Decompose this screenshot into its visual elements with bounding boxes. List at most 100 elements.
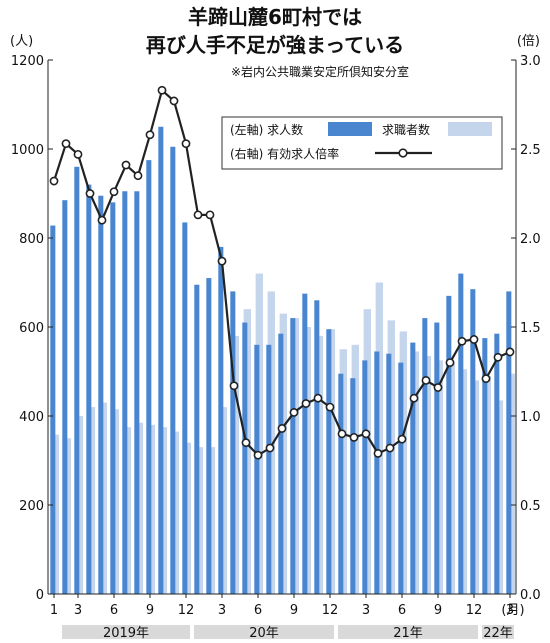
ratio-point	[217, 256, 227, 266]
left-axis-ticks: 0 200 400 600 800 1000 1200	[11, 54, 53, 603]
ratio-point	[373, 448, 383, 458]
job-offers-bar	[398, 362, 404, 594]
job-offers-bar	[50, 225, 56, 595]
job-offers-bar	[434, 322, 440, 594]
year-band	[194, 625, 334, 639]
job-offers-bar	[446, 295, 452, 594]
ratio-point	[133, 171, 143, 181]
left-tick-label: 200	[19, 499, 44, 514]
x-tick-label: 9	[146, 603, 154, 618]
job-offers-bar	[506, 291, 512, 594]
job-offers-bar	[410, 342, 416, 594]
year-band	[62, 625, 190, 639]
left-tick-label: 1200	[11, 54, 44, 69]
ratio-line-layer	[49, 85, 515, 460]
job-offers-bar	[218, 246, 224, 594]
job-offers-bar	[350, 378, 356, 594]
job-offers-bar	[74, 166, 80, 595]
right-tick-label: 1.0	[520, 410, 541, 425]
x-tick-label: 3	[506, 603, 514, 618]
job-offers-bar	[206, 278, 212, 594]
left-tick-label: 800	[19, 232, 44, 247]
ratio-point	[49, 176, 59, 186]
x-tick-label: 9	[434, 603, 442, 618]
left-tick-label: 1000	[11, 143, 44, 158]
job-offers-bar	[290, 318, 296, 594]
ratio-point	[241, 438, 251, 448]
ratio-point	[181, 139, 191, 149]
ratio-point	[409, 393, 419, 403]
job-offers-bar	[242, 322, 248, 594]
job-offers-bar	[110, 202, 116, 594]
x-tick-label: 1	[50, 603, 58, 618]
job-offers-bar	[314, 300, 320, 594]
x-tick-label: 6	[254, 603, 262, 618]
ratio-point	[397, 434, 407, 444]
job-offers-bar	[230, 291, 236, 594]
ratio-point	[277, 424, 287, 433]
ratio-point	[193, 210, 203, 220]
job-offers-bar	[146, 160, 152, 594]
job-offers-bar	[266, 344, 272, 594]
job-offers-bar	[86, 184, 92, 594]
left-tick-label: 600	[19, 321, 44, 336]
right-tick-label: 2.0	[520, 232, 541, 247]
right-axis-ticks: 0.0 0.5 1.0 1.5 2.0 2.5 3.0	[511, 54, 541, 603]
year-band	[482, 625, 514, 639]
ratio-point	[253, 450, 263, 460]
right-tick-label: 2.5	[520, 143, 541, 158]
right-tick-label: 0.5	[520, 499, 541, 514]
job-offers-bar	[122, 191, 128, 594]
legend-ratio-marker	[398, 148, 408, 158]
x-tick-label: 12	[322, 603, 339, 618]
job-offers-bar	[278, 333, 284, 594]
year-label: 2019年	[103, 626, 149, 641]
legend: (左軸) 求人数 求職者数 (右軸) 有効求人倍率	[221, 116, 503, 170]
legend-job-seekers-swatch	[448, 122, 492, 136]
left-axis-unit: (人)	[10, 34, 33, 49]
year-bands: 2019年 20年 21年 22年	[62, 625, 514, 641]
ratio-point	[469, 335, 479, 344]
ratio-point	[157, 85, 167, 95]
ratio-point	[61, 139, 71, 149]
ratio-point	[421, 375, 431, 385]
left-tick-label: 0	[36, 588, 44, 603]
x-tick-label: 3	[74, 603, 82, 618]
job-seekers-bar	[123, 427, 132, 594]
x-axis-ticks: 1 3 6 9 12 3 6 9 12 3 6 9 12 3	[50, 594, 514, 618]
ratio-point	[493, 352, 503, 362]
right-tick-label: 0.0	[520, 588, 541, 603]
source-note: ※岩内公共職業安定所倶知安分室	[231, 64, 409, 79]
legend-job-offers-label: (左軸) 求人数	[230, 122, 303, 137]
year-label: 20年	[249, 626, 279, 641]
ratio-point	[361, 429, 371, 439]
job-offers-bar	[386, 353, 392, 594]
job-offers-bar	[182, 222, 188, 595]
x-tick-label: 6	[110, 603, 118, 618]
year-label: 22年	[483, 626, 513, 641]
job-seekers-bars	[51, 273, 516, 594]
job-offers-bar	[494, 333, 500, 594]
ratio-point	[73, 149, 83, 159]
ratio-point	[325, 402, 335, 412]
ratio-point	[205, 210, 215, 220]
job-offers-bar	[254, 344, 260, 594]
job-offers-bar	[470, 289, 476, 594]
ratio-point	[109, 187, 119, 197]
job-offers-bar	[374, 351, 380, 594]
ratio-point	[385, 443, 395, 453]
job-offers-bar	[62, 200, 68, 595]
ratio-point	[229, 381, 239, 391]
ratio-point	[301, 399, 311, 408]
ratio-point	[457, 336, 467, 346]
x-tick-label: 3	[362, 603, 370, 618]
job-offers-bar	[422, 318, 428, 594]
legend-ratio-label: (右軸) 有効求人倍率	[230, 146, 339, 161]
legend-job-offers-swatch	[328, 122, 372, 136]
x-tick-label: 9	[290, 603, 298, 618]
job-offers-bars	[50, 126, 512, 595]
ratio-point	[337, 429, 347, 439]
job-offers-bar	[482, 338, 488, 594]
ratio-point	[313, 393, 323, 403]
ratio-point	[289, 408, 299, 417]
